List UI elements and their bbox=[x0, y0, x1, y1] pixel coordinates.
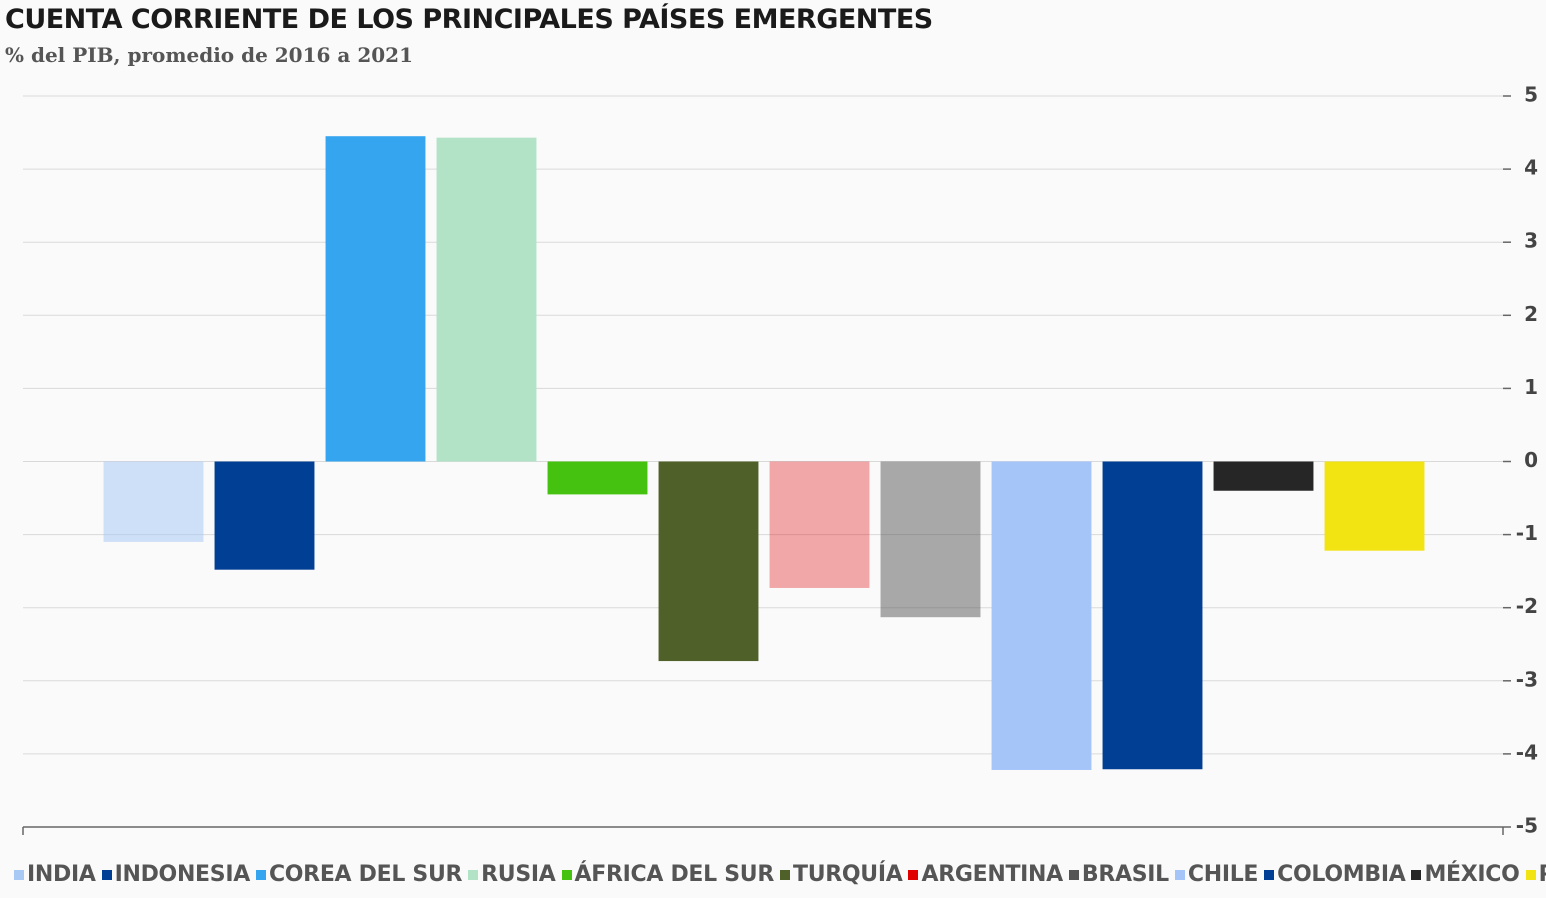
legend-swatch bbox=[101, 869, 112, 880]
legend-label: INDONESIA bbox=[114, 862, 251, 887]
bar bbox=[658, 461, 759, 662]
legend-label: ÁFRICA DEL SUR bbox=[574, 862, 775, 887]
legend-label: MÉXICO bbox=[1424, 862, 1520, 887]
legend-swatch bbox=[468, 869, 479, 880]
legend-swatch bbox=[1068, 869, 1079, 880]
y-tick-label: -5 bbox=[1516, 814, 1538, 838]
legend-label: BRASIL bbox=[1081, 862, 1169, 887]
legend-item: CHILE bbox=[1174, 862, 1259, 887]
legend-item: PERÚ bbox=[1525, 862, 1546, 887]
legend-swatch bbox=[561, 869, 572, 880]
legend-swatch bbox=[1174, 869, 1185, 880]
y-tick-label: -1 bbox=[1516, 521, 1538, 545]
legend-swatch bbox=[1264, 869, 1275, 880]
bar bbox=[1213, 461, 1314, 491]
legend-item: COLOMBIA bbox=[1264, 862, 1406, 887]
bar bbox=[325, 136, 426, 462]
legend-label: RUSIA bbox=[481, 862, 556, 887]
legend-item: INDONESIA bbox=[101, 862, 251, 887]
legend-item: ÁFRICA DEL SUR bbox=[561, 862, 775, 887]
legend-item: BRASIL bbox=[1068, 862, 1169, 887]
legend-item: RUSIA bbox=[468, 862, 556, 887]
bar bbox=[991, 461, 1092, 770]
bar bbox=[214, 461, 315, 570]
legend-swatch bbox=[779, 869, 790, 880]
legend-label: COLOMBIA bbox=[1277, 862, 1406, 887]
legend-swatch bbox=[14, 869, 24, 880]
chart-title: CUENTA CORRIENTE DE LOS PRINCIPALES PAÍS… bbox=[5, 4, 933, 35]
y-tick-label: -4 bbox=[1516, 740, 1538, 764]
legend-label: ARGENTINA bbox=[921, 862, 1063, 887]
legend-swatch bbox=[1411, 869, 1422, 880]
legend-label: COREA DEL SUR bbox=[268, 862, 463, 887]
bar bbox=[769, 461, 870, 588]
legend-label: PERÚ bbox=[1539, 862, 1546, 887]
bar bbox=[547, 461, 648, 495]
legend-label: INDIA bbox=[27, 862, 96, 887]
legend-swatch bbox=[1525, 869, 1536, 880]
y-tick-label: -2 bbox=[1516, 594, 1538, 618]
legend-item: COREA DEL SUR bbox=[255, 862, 463, 887]
legend: INDIA INDONESIA COREA DEL SUR RUSIA ÁFRICA D… bbox=[14, 862, 1546, 887]
legend-item: TURQUÍA bbox=[779, 862, 903, 887]
y-tick-label: 5 bbox=[1524, 83, 1538, 107]
y-tick-label: 3 bbox=[1524, 229, 1538, 253]
y-tick-label: 0 bbox=[1524, 448, 1538, 472]
y-tick-label: 1 bbox=[1524, 375, 1538, 399]
bar bbox=[880, 461, 981, 618]
legend-label: TURQUÍA bbox=[792, 862, 903, 887]
legend-item: INDIA bbox=[14, 862, 96, 887]
legend-swatch bbox=[908, 869, 919, 880]
bar bbox=[1102, 461, 1203, 770]
legend-item: MÉXICO bbox=[1411, 862, 1520, 887]
bar bbox=[1324, 461, 1425, 551]
legend-item: ARGENTINA bbox=[908, 862, 1063, 887]
bar bbox=[103, 461, 204, 542]
chart-subtitle: % del PIB, promedio de 2016 a 2021 bbox=[5, 43, 413, 67]
y-tick-label: -3 bbox=[1516, 667, 1538, 691]
y-tick-label: 4 bbox=[1524, 156, 1538, 180]
bar bbox=[436, 137, 537, 462]
y-tick-label: 2 bbox=[1524, 302, 1538, 326]
legend-label: CHILE bbox=[1187, 862, 1259, 887]
legend-swatch bbox=[255, 869, 266, 880]
